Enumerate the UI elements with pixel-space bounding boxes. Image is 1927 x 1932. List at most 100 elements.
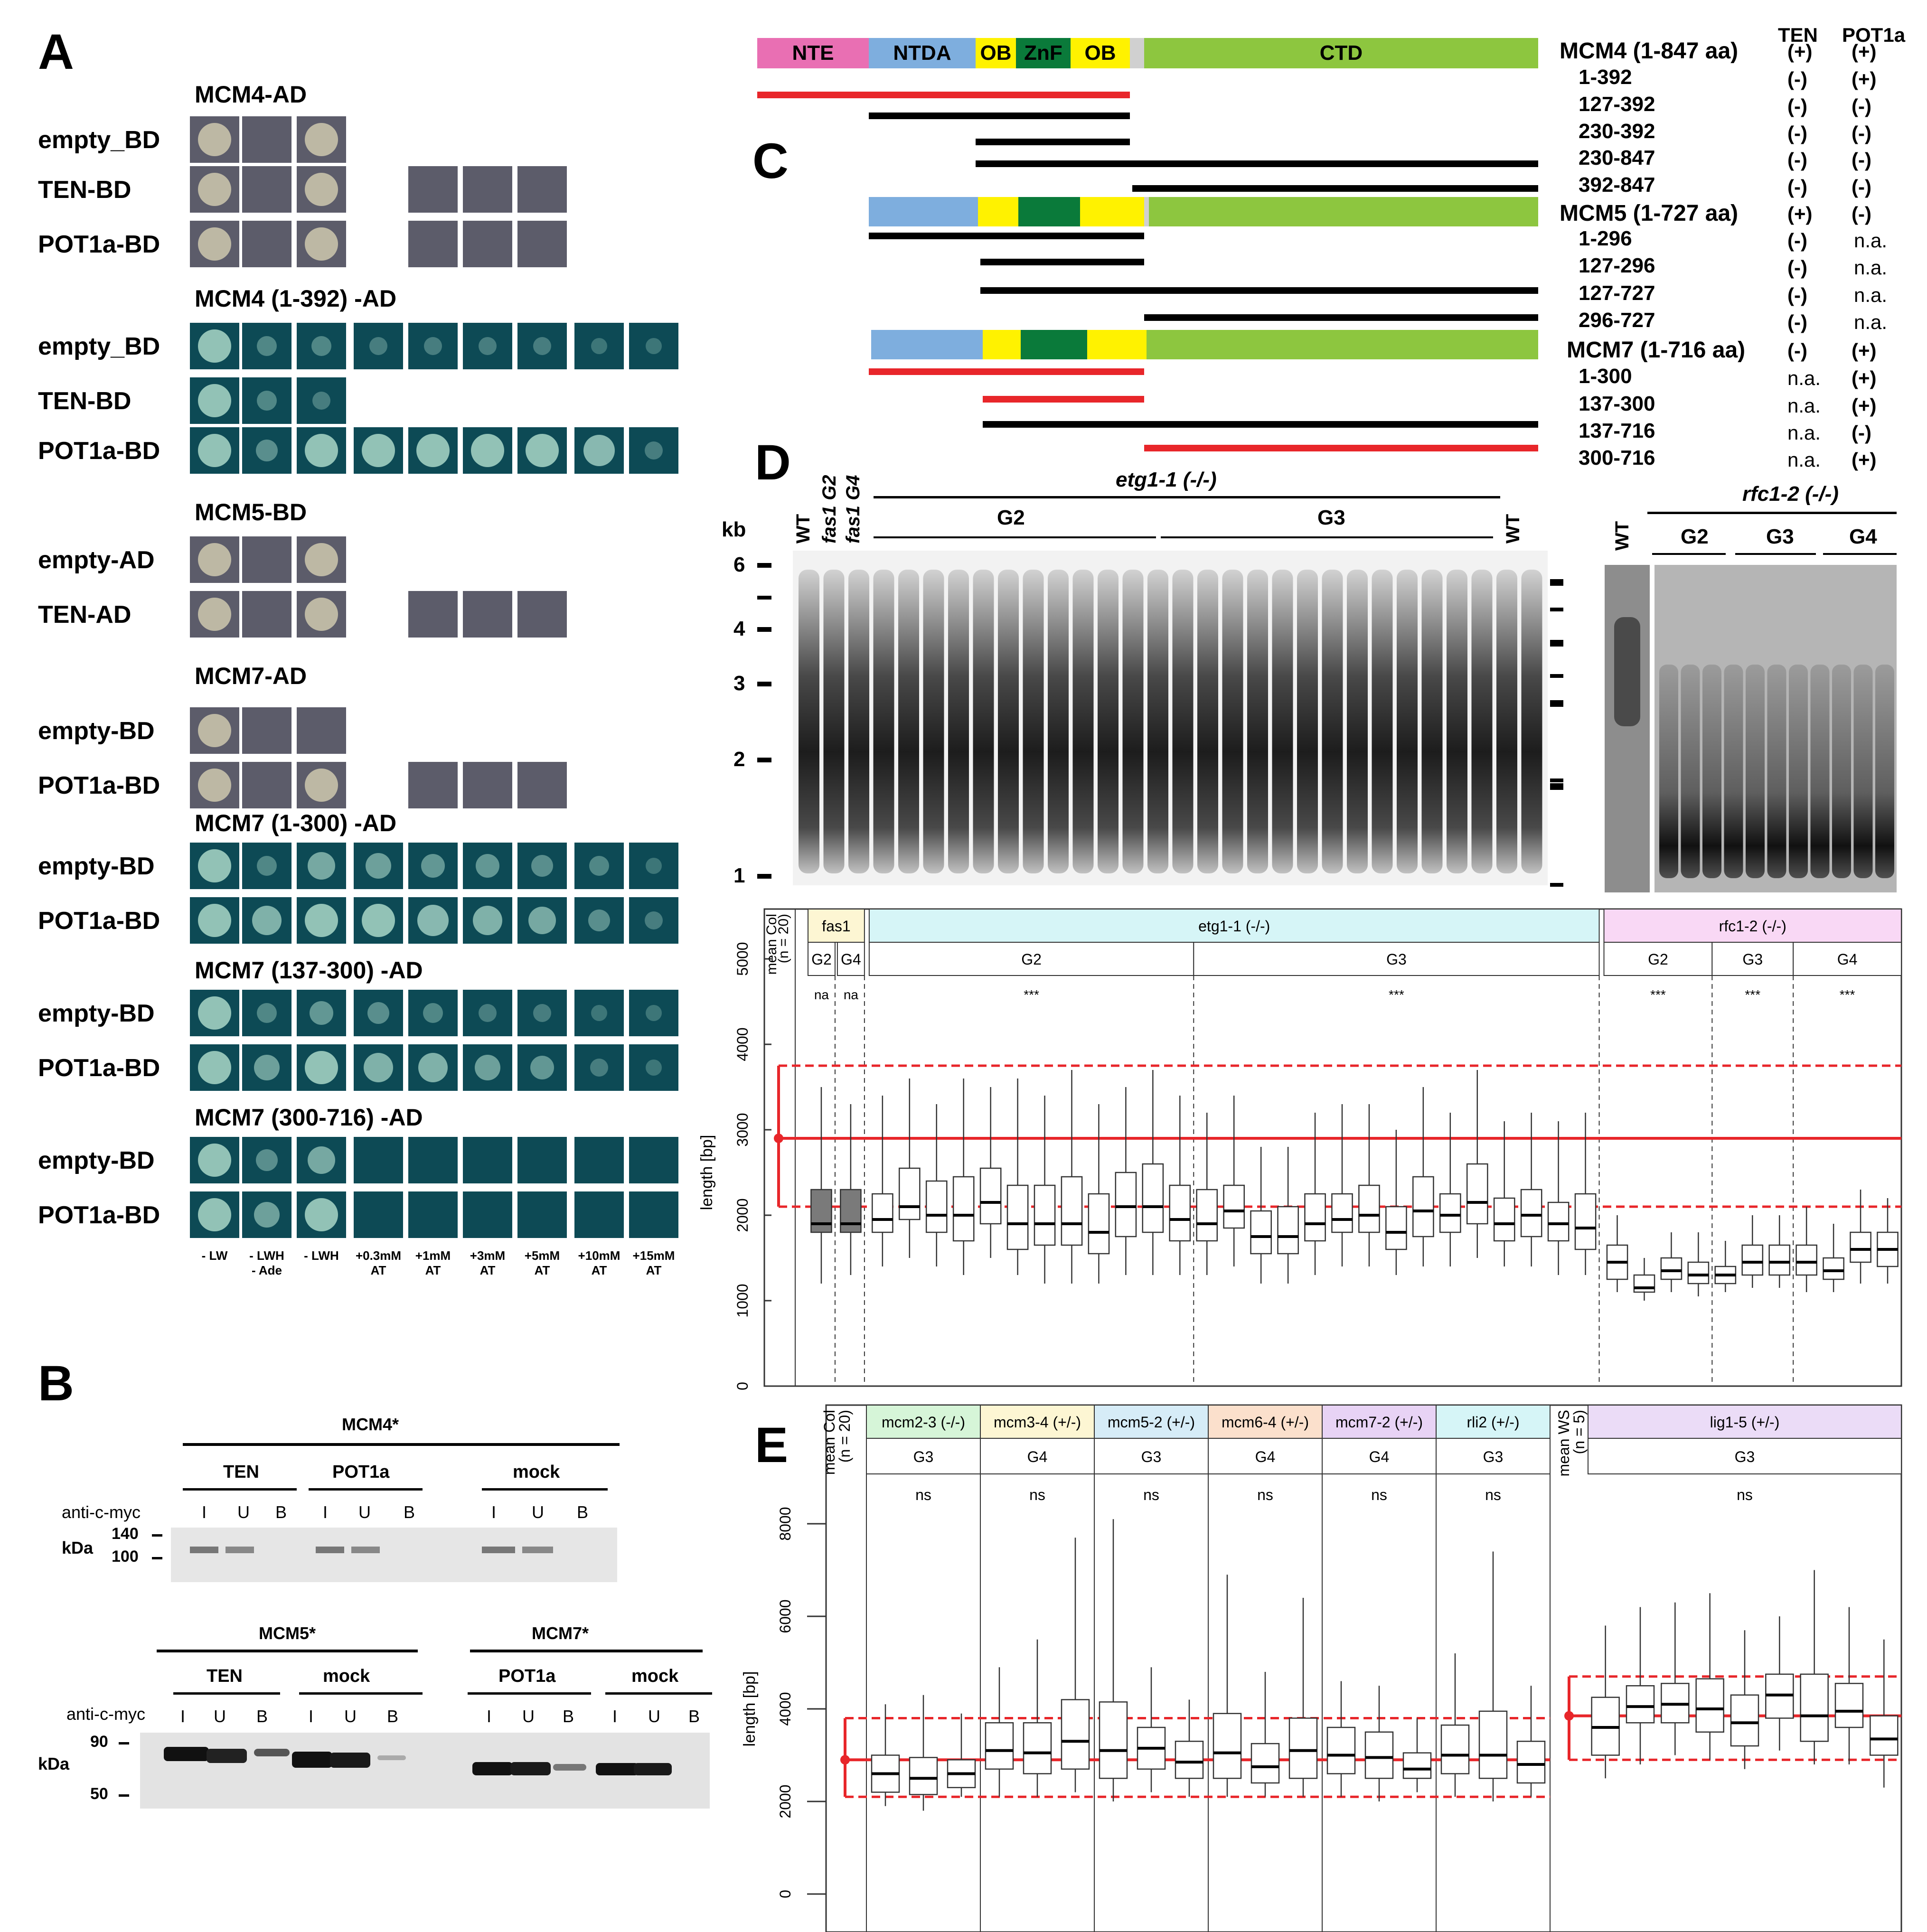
group-header — [1436, 1405, 1551, 1439]
yeast-spot — [190, 427, 239, 474]
construct-name: 1-296 — [1579, 227, 1632, 250]
yeast-spot — [242, 707, 291, 754]
yeast-colony — [257, 391, 277, 411]
pot1a-result: (+) — [1852, 339, 1877, 362]
band — [316, 1547, 344, 1553]
yeast-spot — [463, 762, 512, 808]
y2h-row-label: POT1a-BD — [38, 1201, 160, 1229]
lane-label: B — [256, 1707, 268, 1726]
yeast-spot — [297, 377, 346, 424]
pot1a-result: (-) — [1852, 422, 1871, 444]
domain-ntda: NTDA — [869, 38, 976, 68]
domain-ctd: CTD — [1144, 38, 1538, 68]
yeast-spot — [408, 1191, 458, 1238]
y2h-row-label: TEN-AD — [38, 601, 132, 628]
panel-label-c: C — [752, 133, 789, 189]
pot1a-result: (+) — [1852, 68, 1877, 90]
yeast-spot — [242, 591, 291, 638]
ladder-tick — [1550, 608, 1563, 611]
pot1a-result: (-) — [1852, 176, 1871, 198]
group-header — [1588, 1405, 1902, 1439]
gel-lane — [1023, 570, 1044, 873]
band — [377, 1755, 406, 1760]
domain-segment — [869, 197, 978, 226]
group-label: mcm6-4 (+/-) — [1222, 1414, 1309, 1431]
ten-result: n.a. — [1787, 394, 1821, 417]
y-tick-label: 2000 — [734, 1198, 751, 1232]
box — [1061, 1176, 1083, 1246]
gel-lane — [1147, 570, 1168, 873]
ten-result: (-) — [1787, 256, 1807, 279]
yeast-colony — [476, 854, 499, 878]
significance-label: *** — [1024, 987, 1039, 1002]
subgroup-label: G2 — [1648, 951, 1668, 968]
lane-label: B — [577, 1502, 589, 1522]
yeast-colony — [198, 849, 231, 882]
construct-name: 1-300 — [1579, 365, 1632, 388]
yeast-spot — [297, 990, 346, 1036]
divider — [1823, 553, 1897, 555]
construct-line — [980, 259, 1144, 265]
construct-line — [976, 139, 1130, 145]
yeast-colony — [257, 336, 277, 356]
yeast-colony — [198, 598, 231, 631]
gel-lane — [1875, 665, 1894, 878]
yeast-colony — [305, 123, 338, 156]
box — [1834, 1683, 1864, 1728]
reference-label: mean Col — [821, 1410, 838, 1475]
band — [472, 1762, 513, 1775]
ten-result: (-) — [1787, 149, 1807, 171]
band — [596, 1763, 639, 1775]
box — [1115, 1172, 1137, 1238]
yeast-colony — [591, 338, 607, 354]
table-header-ten: TEN — [1778, 24, 1818, 46]
box — [909, 1757, 938, 1795]
band — [482, 1547, 515, 1553]
yeast-colony — [588, 910, 610, 931]
ten-label: TEN — [223, 1462, 259, 1482]
group-label: lig1-5 (+/-) — [1710, 1414, 1780, 1431]
group-header — [1322, 1405, 1437, 1439]
box — [1412, 1176, 1434, 1238]
y-tick-label: 3000 — [734, 1113, 751, 1146]
box — [1626, 1685, 1655, 1724]
gel-g4-label: G4 — [1849, 525, 1877, 548]
yeast-colony — [311, 336, 331, 356]
yeast-spot — [190, 1137, 239, 1183]
yeast-colony — [364, 1053, 393, 1082]
yeast-spot — [190, 843, 239, 889]
gel-lane — [1614, 617, 1640, 726]
box — [1034, 1184, 1056, 1246]
yeast-colony — [646, 338, 662, 354]
ten-result: n.a. — [1787, 449, 1821, 471]
yeast-spot — [354, 1044, 403, 1091]
construct-name: 230-392 — [1579, 120, 1655, 143]
y2h-group-title: MCM7 (137-300) -AD — [195, 957, 423, 984]
gel-lane — [1297, 570, 1318, 873]
y-tick-label: 4000 — [734, 1027, 751, 1061]
condition-label: +15mM AT — [632, 1248, 675, 1277]
lane-label: B — [563, 1707, 574, 1726]
yeast-colony — [479, 1004, 497, 1022]
yeast-colony — [423, 1003, 443, 1023]
marker-tick — [119, 1742, 129, 1744]
gel-lane — [1122, 570, 1144, 873]
yeast-spot — [463, 990, 512, 1036]
box — [872, 1193, 893, 1233]
subgroup-header — [837, 942, 865, 976]
yeast-colony — [362, 434, 395, 467]
gel-lane — [1397, 570, 1418, 873]
y2h-row-label: empty-BD — [38, 717, 155, 745]
y-tick-label: 5000 — [734, 942, 751, 975]
ladder-tick — [757, 563, 771, 568]
gel-lane-label: fas1 G4 — [843, 475, 864, 544]
box — [1213, 1713, 1242, 1779]
y-tick-label: 2000 — [777, 1784, 794, 1818]
lane-label: I — [180, 1707, 186, 1726]
subgroup-label: G2 — [1021, 951, 1042, 968]
yeast-colony — [417, 905, 449, 936]
yeast-spot — [297, 536, 346, 583]
domain-linker — [1130, 38, 1144, 68]
yeast-spot — [297, 1137, 346, 1183]
box — [898, 1167, 921, 1220]
